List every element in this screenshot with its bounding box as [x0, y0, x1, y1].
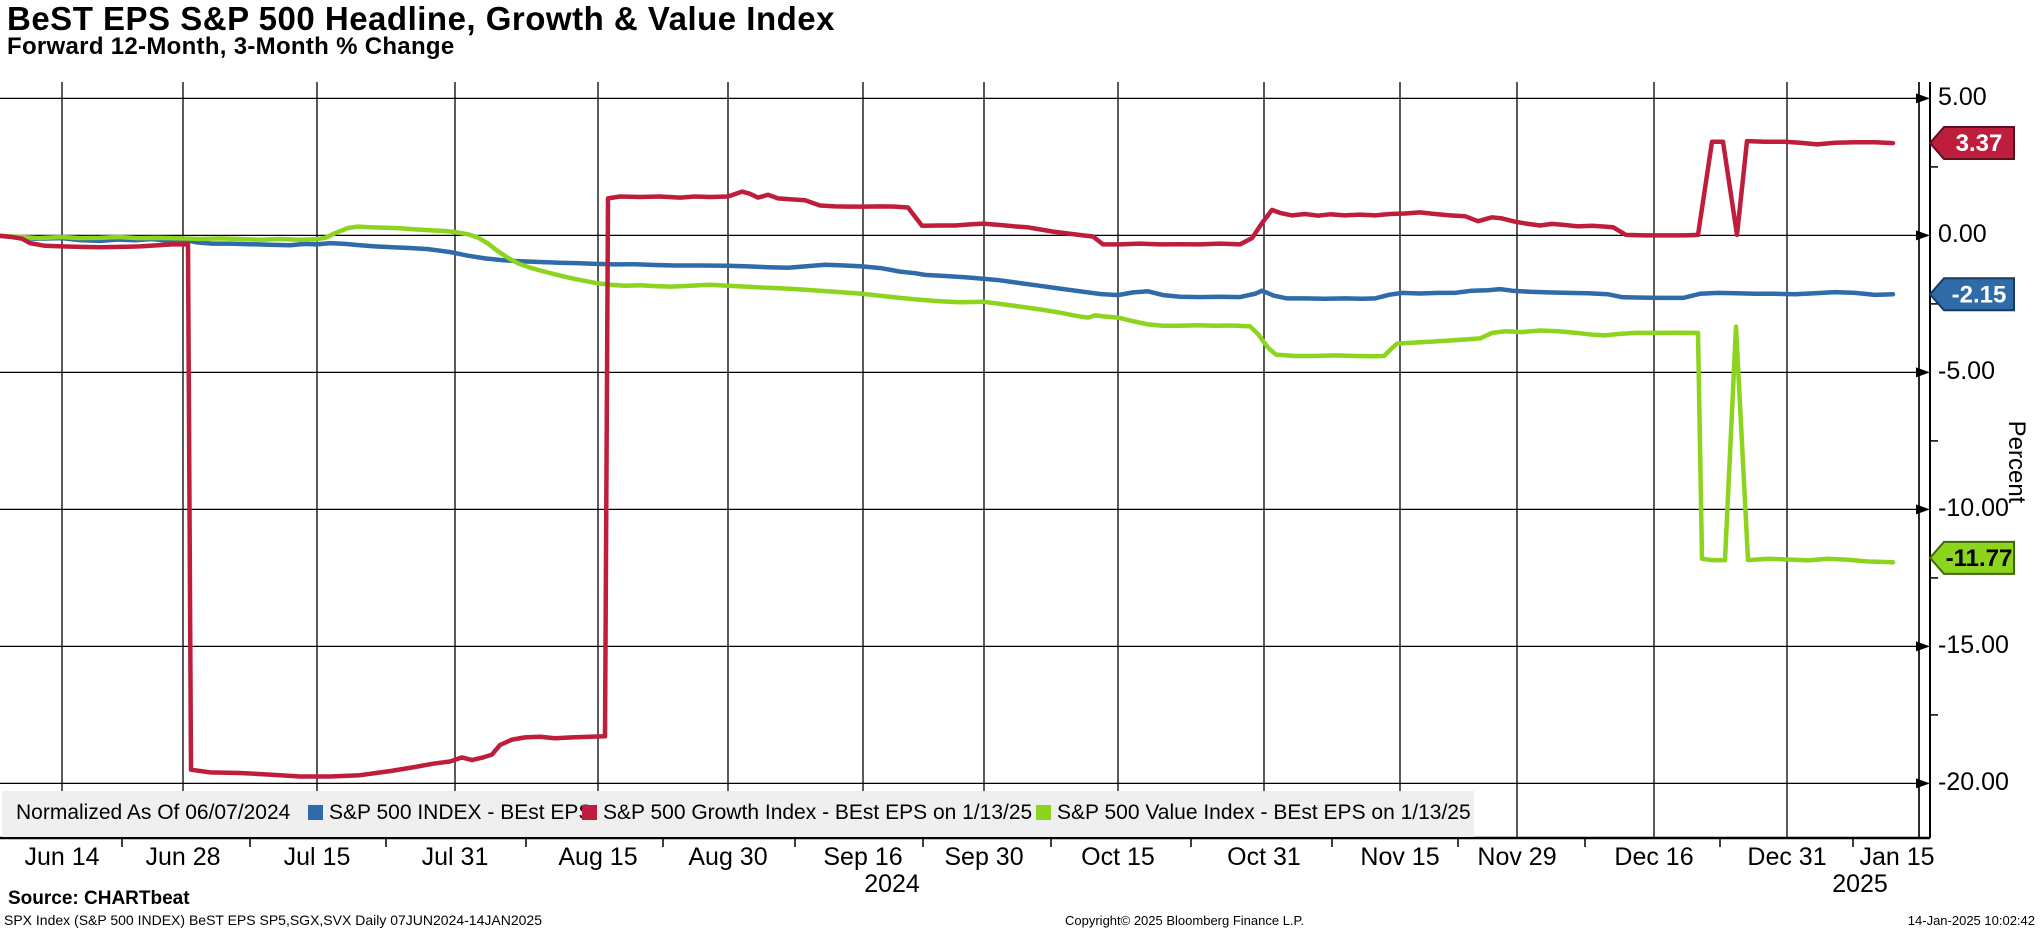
y-tick-label: 0.00 — [1938, 220, 1987, 249]
legend-item-growth: S&P 500 Growth Index - BEst EPS on 1/13/… — [582, 801, 1032, 825]
x-tick-label: Jul 31 — [421, 843, 489, 871]
x-tick-label: Dec 16 — [1614, 843, 1694, 871]
x-tick-label: Dec 31 — [1747, 843, 1827, 871]
page-subtitle: Forward 12-Month, 3-Month % Change — [7, 33, 455, 60]
last-value-label: 3.37 — [1956, 130, 2003, 157]
year-label: 2024 — [864, 870, 920, 898]
year-label: 2025 — [1832, 870, 1888, 898]
y-tick-label: -5.00 — [1938, 357, 1995, 386]
source-note: Source: CHARTbeat — [8, 888, 190, 909]
legend-item-label: S&P 500 Value Index - BEst EPS on 1/13/2… — [1057, 801, 1471, 824]
axis-arrow-icon — [1916, 230, 1930, 241]
x-tick-label: Jun 28 — [145, 843, 221, 871]
y-tick-label: 5.00 — [1938, 83, 1987, 112]
value-series-swatch-icon — [1036, 805, 1051, 820]
legend-bar: Normalized As Of 06/07/2024 S&P 500 INDE… — [2, 791, 1474, 837]
page-title: BeST EPS S&P 500 Headline, Growth & Valu… — [7, 0, 835, 37]
x-tick-label: Sep 16 — [823, 843, 903, 871]
legend-item-label: S&P 500 Growth Index - BEst EPS on 1/13/… — [603, 801, 1033, 824]
growth-series-swatch-icon — [582, 805, 597, 820]
last-value-badge — [1928, 540, 2015, 575]
last-value-label: -11.77 — [1946, 545, 2013, 572]
axis-arrow-icon — [1916, 504, 1930, 515]
series-line — [0, 224, 1896, 565]
timestamp: 14-Jan-2025 10:02:42 — [1907, 913, 2035, 928]
y-tick-label: -20.00 — [1938, 768, 2009, 797]
y-tick-label: -15.00 — [1938, 631, 2009, 660]
x-tick-label: Nov 29 — [1477, 843, 1557, 871]
axis-arrow-icon — [1916, 367, 1930, 378]
x-tick-label: Nov 15 — [1360, 843, 1440, 871]
x-tick-label: Aug 30 — [688, 843, 768, 871]
y-tick-label: -10.00 — [1938, 494, 2009, 523]
y-axis-title: Percent — [2003, 420, 2030, 504]
x-tick-label: Jul 15 — [283, 843, 351, 871]
x-tick-label: Sep 30 — [944, 843, 1024, 871]
legend-normalized-note: Normalized As Of 06/07/2024 — [16, 801, 291, 824]
last-value-badge — [1928, 277, 2015, 312]
x-tick-label: Jan 15 — [1859, 843, 1935, 871]
last-value-badge — [1928, 126, 2015, 161]
ticker-fineprint: SPX Index (S&P 500 INDEX) BeST EPS SP5,S… — [4, 912, 542, 928]
axis-arrow-icon — [1916, 778, 1930, 789]
headline-series-swatch-icon — [308, 805, 323, 820]
last-value-label: -2.15 — [1952, 281, 2007, 308]
series-line — [0, 233, 1896, 301]
x-tick-label: Jun 14 — [24, 843, 100, 871]
x-tick-label: Aug 15 — [558, 843, 638, 871]
copyright-note: Copyright© 2025 Bloomberg Finance L.P. — [1065, 913, 1305, 928]
series-line — [0, 138, 1896, 779]
legend-item-label: S&P 500 INDEX - BEst EPS — [329, 801, 593, 824]
legend-item-headline: S&P 500 INDEX - BEst EPS — [308, 801, 592, 825]
x-tick-label: Oct 31 — [1227, 843, 1301, 871]
axis-arrow-icon — [1916, 93, 1930, 104]
legend-item-value: S&P 500 Value Index - BEst EPS on 1/13/2… — [1036, 801, 1471, 825]
x-tick-label: Oct 15 — [1081, 843, 1155, 871]
axis-arrow-icon — [1916, 641, 1930, 652]
